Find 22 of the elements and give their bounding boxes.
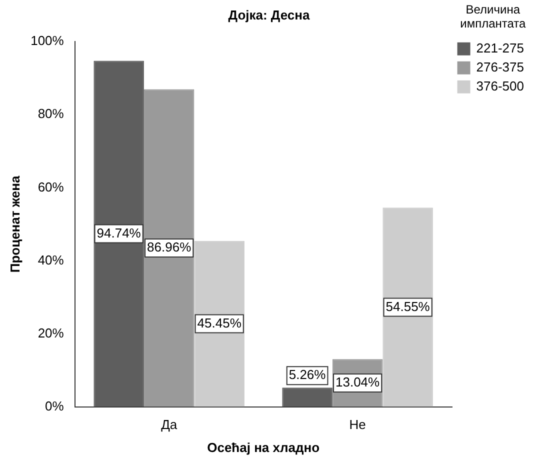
legend-label: 221-275	[476, 40, 524, 56]
y-tick-label: 80%	[38, 106, 64, 122]
data-label: 86.96%	[147, 240, 192, 255]
y-tick-label: 0%	[45, 398, 64, 414]
data-label: 13.04%	[336, 374, 380, 390]
x-tick-label: Не	[349, 417, 366, 432]
data-label: 94.74%	[96, 225, 142, 240]
y-tick-label: 60%	[38, 179, 64, 194]
data-label: 54.55%	[386, 298, 430, 314]
data-label: 5.26%	[288, 367, 326, 382]
x-tick-label: Да	[161, 417, 178, 432]
legend-label: 276-375	[476, 59, 524, 74]
y-axis-title: Проценат жена	[7, 175, 22, 273]
legend-title: Величина имплантата	[460, 2, 526, 31]
y-tick-label: 40%	[38, 252, 64, 268]
y-tick-label: 20%	[38, 325, 64, 340]
legend-label: 376-500	[476, 78, 524, 94]
x-axis-title: Осећај на хладно	[207, 440, 320, 455]
chart-title: Дојка: Десна	[228, 7, 310, 22]
y-tick-label: 100%	[30, 33, 64, 48]
bar	[282, 388, 332, 407]
data-label: 45.45%	[197, 315, 242, 330]
